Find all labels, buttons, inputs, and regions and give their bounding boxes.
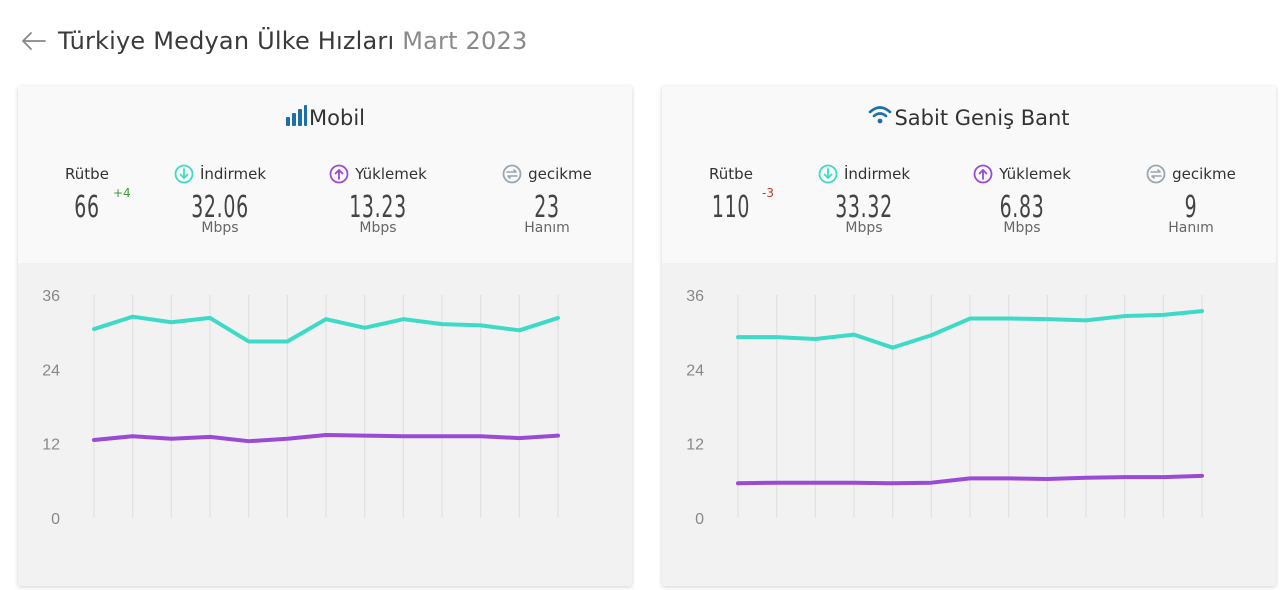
upload-arrow-icon [329, 164, 349, 184]
card-title: Mobil [18, 104, 632, 131]
latency-icon [1146, 164, 1166, 184]
latency-label: gecikme [528, 165, 592, 183]
upload-label: Yüklemek [999, 165, 1071, 183]
fixed-broadband-card: Sabit Geniş Bant Rütbe 110 -3 İndirmek 3… [662, 86, 1276, 586]
download-arrow-icon [818, 164, 838, 184]
mobile-speed-chart: 36 24 12 0 [18, 263, 632, 586]
upload-label: Yüklemek [355, 165, 427, 183]
y-tick-label: 24 [686, 362, 704, 379]
download-arrow-icon [174, 164, 194, 184]
upload-metric: Yüklemek 6.83 Mbps [957, 162, 1087, 236]
wifi-icon [868, 104, 894, 131]
latency-label: gecikme [1172, 165, 1236, 183]
latency-icon [502, 164, 522, 184]
upload-unit: Mbps [359, 220, 397, 236]
card-title-label: Mobil [309, 105, 365, 130]
rank-label: Rütbe [65, 165, 109, 183]
card-title: Sabit Geniş Bant [662, 104, 1276, 131]
mobile-chart-svg: 36 24 12 0 [42, 288, 560, 528]
download-value: 32.06 [191, 190, 249, 225]
rank-metric: Rütbe 110 -3 [666, 162, 796, 226]
fixed-broadband-speed-chart: 36 24 12 0 [662, 263, 1276, 586]
signal-bars-icon [285, 104, 309, 131]
download-series-line[interactable] [736, 309, 1204, 350]
upload-metric: Yüklemek 13.23 Mbps [313, 162, 443, 236]
fixed-chart-svg: 36 24 12 0 [686, 288, 1204, 528]
rank-value: 110 [711, 190, 751, 225]
rank-change: -3 [762, 186, 774, 200]
y-tick-label: 36 [42, 288, 60, 305]
page-title-month: Mart 2023 [402, 27, 528, 55]
latency-value: 9 [1184, 190, 1198, 225]
y-tick-label: 36 [686, 288, 704, 305]
latency-value: 23 [534, 190, 560, 225]
download-label: İndirmek [199, 165, 267, 183]
card-summary: Sabit Geniş Bant Rütbe 110 -3 İndirmek 3… [662, 86, 1276, 263]
download-unit: Mbps [845, 220, 883, 236]
upload-series-line[interactable] [92, 432, 560, 444]
upload-value: 13.23 [349, 190, 407, 225]
mobile-card: Mobil Rütbe 66 +4 İndirmek 32.06 Mbps Yü… [18, 86, 632, 586]
page-header: Türkiye Medyan Ülke Hızları Mart 2023 [18, 22, 527, 60]
download-metric: İndirmek 33.32 Mbps [799, 162, 929, 236]
page-title-text: Türkiye Medyan Ülke Hızları [58, 27, 395, 55]
back-arrow-icon[interactable] [18, 26, 48, 56]
rank-label: Rütbe [709, 165, 753, 183]
latency-metric: gecikme 9 Hanım [1126, 162, 1256, 236]
rank-metric: Rütbe 66 +4 [22, 162, 152, 226]
latency-unit: Hanım [524, 220, 570, 236]
y-tick-label: 12 [686, 437, 704, 454]
latency-unit: Hanım [1168, 220, 1214, 236]
rank-change: +4 [113, 186, 131, 200]
download-unit: Mbps [201, 220, 239, 236]
latency-metric: gecikme 23 Hanım [482, 162, 612, 236]
rank-value: 66 [74, 190, 100, 225]
download-metric: İndirmek 32.06 Mbps [155, 162, 285, 236]
card-title-label: Sabit Geniş Bant [894, 105, 1070, 130]
y-tick-label: 12 [42, 437, 60, 454]
download-series-line[interactable] [92, 314, 560, 344]
upload-value: 6.83 [999, 190, 1045, 225]
y-tick-label: 24 [42, 362, 60, 379]
y-tick-label: 0 [695, 511, 704, 528]
upload-unit: Mbps [1003, 220, 1041, 236]
y-tick-label: 0 [51, 511, 60, 528]
download-label: İndirmek [843, 165, 911, 183]
page-title: Türkiye Medyan Ülke Hızları Mart 2023 [58, 27, 527, 55]
upload-arrow-icon [973, 164, 993, 184]
card-summary: Mobil Rütbe 66 +4 İndirmek 32.06 Mbps Yü… [18, 86, 632, 263]
upload-series-line[interactable] [736, 473, 1204, 486]
download-value: 33.32 [835, 190, 893, 225]
